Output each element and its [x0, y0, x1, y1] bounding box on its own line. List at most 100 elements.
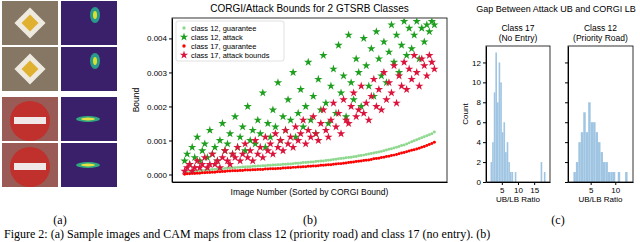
bar — [500, 82, 502, 182]
legend-marker — [180, 33, 188, 41]
star-point — [319, 105, 327, 113]
plot-frame — [568, 46, 633, 182]
bar — [578, 142, 580, 182]
point — [317, 160, 320, 163]
point — [329, 163, 332, 166]
tick-mark — [565, 182, 568, 183]
star-point — [201, 139, 209, 147]
star-point — [302, 102, 310, 110]
point — [430, 142, 433, 145]
point — [289, 166, 292, 169]
point — [390, 154, 393, 157]
star-point — [208, 150, 216, 158]
star-point — [221, 146, 229, 154]
star-point — [413, 68, 421, 76]
star-point — [206, 126, 214, 134]
star-point — [392, 99, 400, 107]
point — [430, 132, 433, 135]
figure: 0.0000.0010.0020.0030.004CORGI/Attack Bo… — [0, 0, 640, 242]
star-point — [231, 112, 239, 120]
point — [357, 154, 360, 157]
point — [393, 146, 396, 149]
star-point — [319, 51, 327, 59]
bar — [495, 52, 497, 182]
star-point — [390, 61, 398, 69]
point — [393, 154, 396, 157]
point — [380, 156, 383, 159]
plot-frame — [172, 18, 447, 182]
star-point — [276, 136, 284, 144]
star-point — [269, 105, 277, 113]
point — [357, 160, 360, 163]
sample-image — [2, 1, 58, 45]
star-point — [279, 112, 287, 120]
star-point — [314, 136, 322, 144]
tick-label: 0 — [477, 178, 482, 187]
point — [390, 147, 393, 150]
point — [304, 161, 307, 164]
bar — [605, 162, 607, 182]
point — [198, 172, 201, 175]
bar — [608, 172, 610, 182]
subplot-title-line: (No Entry) — [499, 33, 538, 43]
bar — [505, 152, 507, 182]
bar — [541, 162, 543, 182]
tick-mark — [483, 62, 486, 63]
point — [355, 160, 358, 163]
tick-label: 10 — [472, 78, 481, 87]
star-point — [324, 133, 332, 141]
star-point — [402, 51, 410, 59]
y-axis-title: Bound — [131, 87, 141, 112]
point — [345, 156, 348, 159]
star-point — [266, 139, 274, 147]
tick-mark — [518, 182, 519, 185]
star-point — [264, 119, 272, 127]
bar — [596, 132, 598, 182]
point — [400, 144, 403, 147]
point — [375, 157, 378, 160]
sample-image — [2, 47, 58, 91]
star-point — [261, 133, 269, 141]
series — [180, 51, 438, 175]
point — [395, 153, 398, 156]
tick-mark — [591, 182, 592, 185]
y-axis: 0.0000.0010.0020.0030.004 — [147, 19, 173, 183]
bar — [508, 162, 510, 182]
star-point — [367, 44, 375, 52]
star-point — [385, 48, 393, 56]
point — [307, 161, 310, 164]
point — [400, 152, 403, 155]
point — [342, 157, 345, 160]
point — [347, 161, 350, 164]
tick: 0.004 — [147, 34, 172, 43]
tick: 2 — [477, 158, 486, 167]
point — [370, 158, 373, 161]
star-point — [425, 51, 433, 59]
plot-area — [573, 102, 627, 182]
point — [360, 159, 363, 162]
star-point — [259, 88, 267, 96]
tick-mark — [615, 182, 616, 185]
star-point — [372, 27, 380, 35]
y-axis — [565, 47, 569, 183]
point — [334, 158, 337, 161]
star-point — [216, 136, 224, 144]
star-point — [405, 24, 413, 32]
point — [340, 162, 343, 165]
point — [415, 148, 418, 151]
bar — [613, 172, 615, 182]
bar — [586, 132, 588, 182]
star-point — [269, 150, 277, 158]
legend-label: class 12, guarantee — [191, 24, 256, 33]
bar — [583, 112, 585, 182]
star-point — [387, 88, 395, 96]
tick: 10 — [611, 182, 620, 195]
star-point — [309, 112, 317, 120]
point — [332, 158, 335, 161]
point — [264, 164, 267, 167]
x-axis-title: Image Number (Sorted by CORGI Bound) — [231, 187, 389, 197]
star-point — [289, 68, 297, 76]
star-point — [334, 109, 342, 117]
star-point — [241, 139, 249, 147]
bar — [510, 172, 512, 182]
